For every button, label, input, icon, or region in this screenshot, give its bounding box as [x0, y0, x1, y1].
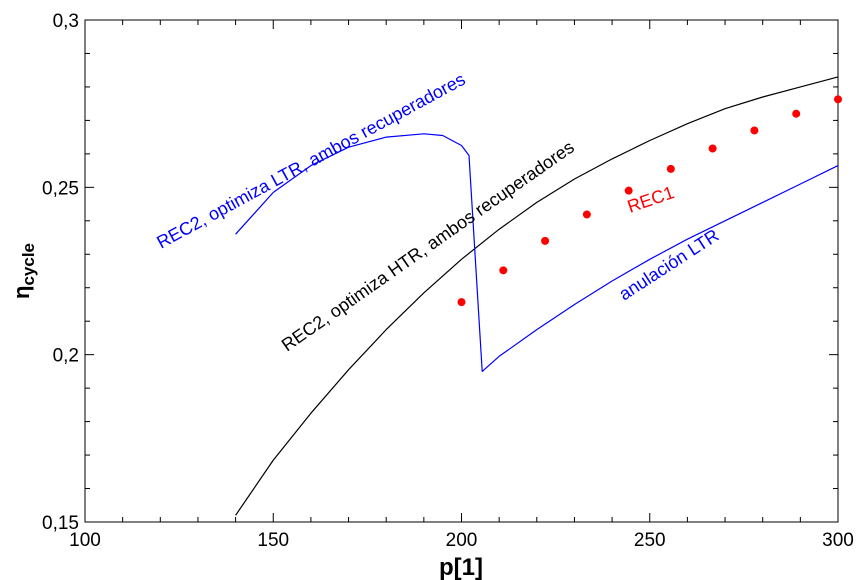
rec1-point — [750, 126, 759, 135]
annotation-anulacion-ltr: anulación LTR — [615, 225, 722, 304]
tick-labels: 100 150 200 250 300 0,15 0,2 0,25 0,3 — [42, 11, 854, 551]
y-tick-label: 0,3 — [53, 11, 79, 32]
rec1-point — [708, 144, 717, 153]
series-line-1 — [235, 133, 839, 372]
series-line-0 — [235, 76, 839, 516]
x-tick-label: 300 — [822, 530, 854, 551]
annotation-rec1: REC1 — [625, 182, 677, 217]
x-tick-label: 250 — [634, 530, 666, 551]
plot-frame — [84, 19, 839, 523]
annotation-rec2-htr: REC2, optimiza HTR, ambos recuperadores — [278, 137, 578, 355]
x-tick-label: 150 — [257, 530, 289, 551]
rec1-point — [457, 298, 466, 307]
rec1-point — [541, 236, 550, 245]
rec1-point — [834, 95, 842, 104]
annotation-rec2-ltr: REC2, optimiza LTR, ambos recuperadores — [153, 69, 468, 253]
rec1-point — [624, 186, 633, 195]
axis-ticks — [84, 19, 839, 523]
rec1-point — [792, 109, 801, 118]
x-axis-title: p[1] — [439, 554, 483, 580]
x-tick-label: 200 — [446, 530, 478, 551]
rec1-point — [499, 266, 508, 275]
rec1-point — [666, 164, 675, 173]
series-layer — [235, 76, 842, 516]
y-tick-label: 0,25 — [42, 178, 79, 199]
y-tick-label: 0,15 — [42, 513, 79, 534]
y-tick-label: 0,2 — [53, 346, 79, 367]
rec1-point — [582, 210, 591, 219]
y-axis-title-main: η — [9, 286, 34, 299]
x-tick-label: 100 — [69, 530, 101, 551]
y-axis-title: ηcycle — [9, 243, 38, 299]
y-axis-title-subscript: cycle — [19, 243, 38, 286]
